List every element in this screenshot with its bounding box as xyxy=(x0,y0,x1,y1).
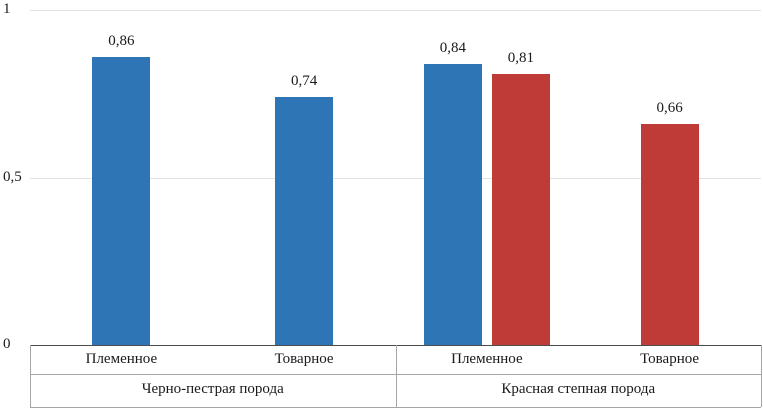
y-axis-tick-label: 1 xyxy=(3,1,11,17)
bar-blue xyxy=(92,56,151,345)
bar-red xyxy=(640,123,699,345)
bar-blue xyxy=(275,97,334,345)
bar-value-label: 0,66 xyxy=(656,99,683,116)
x-axis-line xyxy=(30,345,761,346)
category-label: Товарное xyxy=(640,351,700,367)
category-label: Племенное xyxy=(451,351,523,367)
bar-value-label: 0,81 xyxy=(507,49,534,66)
axis-bottom-line xyxy=(30,407,761,408)
category-label: Товарное xyxy=(274,351,334,367)
axis-edge-left-line xyxy=(30,345,31,407)
category-label: Племенное xyxy=(85,351,158,367)
bar-red xyxy=(491,73,550,345)
bar-blue xyxy=(423,63,482,345)
bar-value-label: 0,74 xyxy=(291,73,318,90)
group-divider-line xyxy=(396,345,397,407)
group-label: Черно-пестрая порода xyxy=(141,381,284,397)
gridline xyxy=(30,177,761,179)
y-axis-tick-label: 0,5 xyxy=(3,168,22,185)
bar-value-label: 0,84 xyxy=(439,39,466,56)
y-axis-tick-label: 0 xyxy=(3,336,11,352)
bar-value-label: 0,86 xyxy=(108,32,135,49)
group-label: Красная степная порода xyxy=(501,381,656,397)
axis-edge-right-line xyxy=(761,345,762,407)
gridline xyxy=(30,10,761,11)
category-separator-line xyxy=(30,374,761,375)
